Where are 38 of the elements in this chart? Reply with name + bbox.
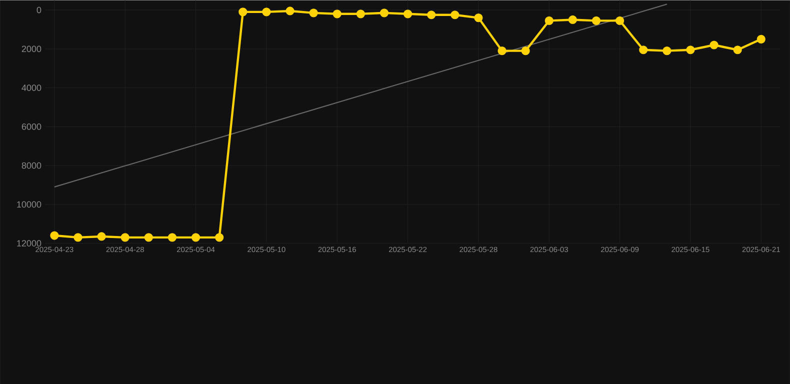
point xyxy=(544,16,554,25)
point xyxy=(403,9,412,18)
point xyxy=(168,233,177,242)
point xyxy=(686,45,695,54)
point xyxy=(710,40,718,50)
point xyxy=(50,231,59,240)
point xyxy=(262,8,271,16)
y-tick-label: 0 xyxy=(36,6,42,14)
point xyxy=(74,233,82,242)
point xyxy=(120,233,130,242)
point xyxy=(332,9,342,18)
point xyxy=(309,8,318,18)
point xyxy=(592,16,601,25)
point xyxy=(639,45,648,54)
point xyxy=(97,232,106,241)
y-tick-label: 8000 xyxy=(22,162,42,169)
y-tick-label: 12000 xyxy=(17,240,42,246)
point xyxy=(521,46,530,55)
point xyxy=(356,9,365,18)
point xyxy=(616,16,624,25)
y-tick-label: 4000 xyxy=(22,84,42,91)
point xyxy=(238,8,248,16)
point xyxy=(380,8,389,18)
point xyxy=(756,34,766,44)
y-tick-label: 2000 xyxy=(22,46,42,52)
point xyxy=(191,233,200,242)
point xyxy=(215,233,224,242)
point xyxy=(733,45,742,54)
point xyxy=(662,46,672,55)
y-tick-label: 6000 xyxy=(22,123,42,130)
point xyxy=(568,15,577,24)
y-tick-label: 10000 xyxy=(17,201,42,208)
point xyxy=(144,233,153,242)
point xyxy=(427,10,436,20)
point xyxy=(286,6,294,16)
point xyxy=(498,46,506,55)
point xyxy=(450,10,460,20)
point xyxy=(474,13,483,22)
